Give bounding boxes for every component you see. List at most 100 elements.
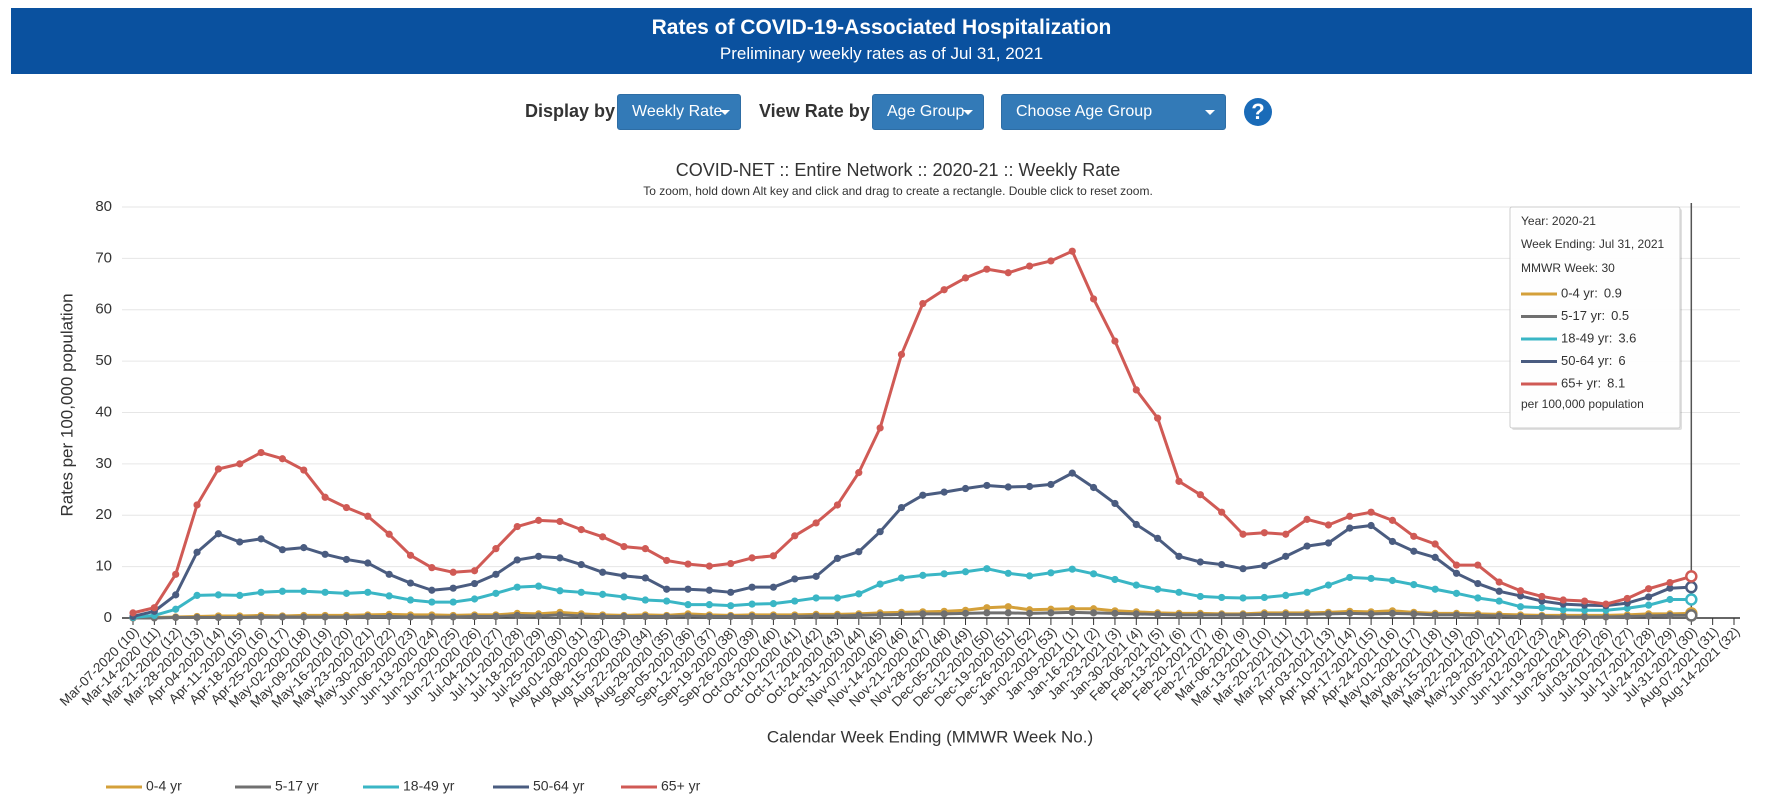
x-tick-label: Jun-06-2020 (23) (335, 624, 419, 708)
x-tick-label: Jul-31-2021 (30) (1619, 624, 1700, 705)
point (278, 613, 287, 621)
point (1431, 611, 1439, 619)
point (1047, 605, 1055, 613)
point (1239, 594, 1247, 602)
point (1516, 612, 1525, 621)
point (534, 552, 543, 560)
x-tick-label: Apr-10-2021 (14) (1275, 624, 1358, 707)
legend-label[interactable]: 18-49 yr (403, 778, 455, 794)
point (172, 613, 180, 621)
point-highlight (1685, 593, 1698, 606)
point (876, 424, 884, 432)
point (1132, 386, 1140, 394)
x-tick-label: Mar-20-2021 (11) (1210, 624, 1294, 708)
x-tick-label: May-01-2021 (17) (1336, 624, 1422, 710)
legend-label[interactable]: 50-64 yr (533, 778, 585, 794)
view-value: Age Group (887, 103, 965, 120)
age-dropdown[interactable]: Choose Age Group (1001, 94, 1226, 130)
point (1645, 593, 1653, 601)
x-tick-label: Jun-05-2021 (22) (1445, 624, 1529, 708)
caret (720, 110, 730, 115)
point (1239, 611, 1247, 619)
point (1068, 565, 1076, 573)
point (876, 580, 884, 588)
point (1047, 480, 1055, 489)
point (1090, 605, 1098, 613)
point (1388, 609, 1397, 617)
point (257, 611, 265, 620)
point (214, 530, 222, 538)
point (342, 613, 351, 621)
point (556, 587, 564, 595)
series-line (132, 471, 1692, 618)
point (321, 493, 329, 501)
point (470, 579, 479, 588)
legend-label[interactable]: 0-4 yr (146, 778, 182, 794)
point (641, 612, 649, 621)
x-tick-label: Aug-08-2020 (32) (526, 624, 611, 709)
point (1431, 609, 1439, 617)
point (278, 587, 287, 595)
x-tick-label: Dec-12-2020 (50) (910, 624, 995, 709)
display-dropdown[interactable]: Weekly Rate (617, 94, 741, 130)
point (1495, 597, 1503, 605)
view-dropdown[interactable]: Age Group (872, 94, 984, 130)
point (470, 612, 479, 621)
x-tick-label: Aug-01-2020 (31) (504, 624, 589, 709)
point (1474, 611, 1482, 620)
point (1260, 610, 1268, 619)
point (833, 594, 842, 602)
x-tick-label: Mar-28-2020 (13) (121, 624, 206, 709)
point (1090, 570, 1098, 578)
point (321, 588, 329, 596)
point (1047, 569, 1055, 577)
point (236, 460, 244, 468)
point (727, 602, 735, 610)
point (257, 613, 265, 621)
point (1132, 581, 1140, 589)
point (876, 528, 884, 536)
point (641, 574, 649, 582)
point (278, 612, 287, 620)
point (855, 610, 863, 618)
point (1132, 608, 1140, 616)
point (342, 589, 351, 597)
point (833, 612, 842, 620)
x-tick-label: Jun-27-2020 (26) (399, 624, 483, 708)
legend-label[interactable]: 5-17 yr (275, 778, 319, 794)
point (513, 556, 521, 564)
point (769, 552, 778, 560)
point (428, 611, 436, 619)
help-icon[interactable]: ? (1244, 98, 1272, 126)
point (1431, 540, 1439, 548)
point (620, 542, 628, 551)
point (1452, 569, 1461, 577)
legend-label[interactable]: 65+ yr (661, 778, 701, 794)
point (769, 611, 778, 619)
point (599, 568, 607, 576)
point (257, 588, 265, 596)
age-value: Choose Age Group (1016, 103, 1153, 120)
point (556, 611, 564, 619)
point (1239, 530, 1247, 538)
point (1346, 512, 1354, 520)
point (769, 612, 778, 621)
point (620, 593, 628, 601)
point (1559, 611, 1567, 620)
point (1068, 469, 1076, 477)
point (769, 600, 778, 608)
point (663, 597, 671, 605)
point (556, 554, 564, 562)
point (428, 586, 436, 594)
point (684, 610, 692, 618)
point (172, 591, 180, 599)
y-tick-label: 50 (95, 352, 112, 369)
series-line (132, 249, 1692, 615)
point (663, 556, 671, 565)
point (129, 614, 137, 622)
point (1367, 610, 1375, 618)
point (940, 607, 948, 615)
point (833, 554, 842, 563)
point (705, 586, 713, 594)
point (278, 546, 287, 554)
